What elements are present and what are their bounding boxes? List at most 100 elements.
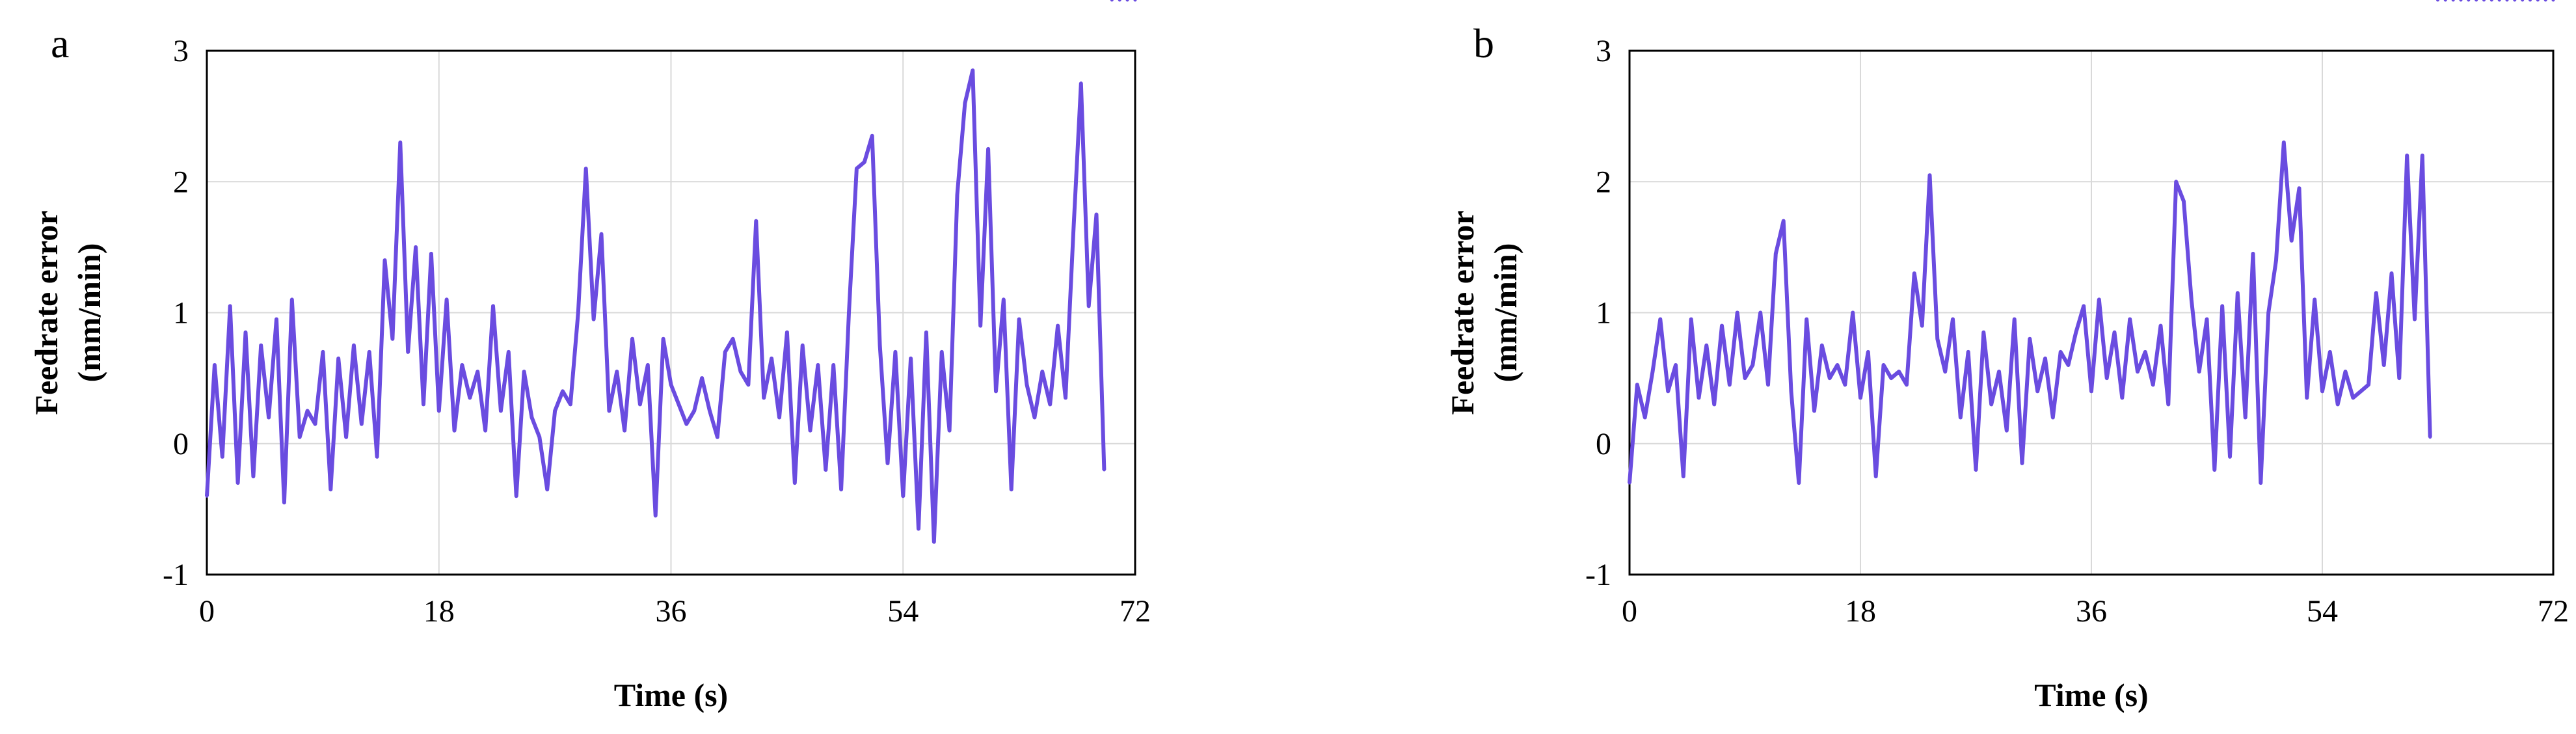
data-point	[314, 422, 317, 426]
data-point	[1989, 402, 1993, 406]
data-point	[1658, 318, 1662, 321]
data-point	[1790, 389, 1793, 393]
data-point	[2097, 297, 2101, 301]
data-point	[2344, 370, 2347, 374]
data-point	[1635, 383, 1639, 387]
data-point	[2074, 331, 2078, 334]
data-point	[545, 487, 549, 491]
data-point	[2497, 0, 2501, 2]
data-point	[1736, 311, 1739, 314]
data-point	[932, 540, 936, 544]
data-point	[1974, 468, 1978, 472]
data-point	[801, 344, 805, 347]
data-point	[994, 389, 998, 393]
data-point	[2274, 258, 2278, 262]
data-point	[1002, 297, 1006, 301]
data-point	[1851, 311, 1855, 314]
data-point	[2166, 402, 2170, 406]
data-point	[1981, 331, 1985, 334]
data-point	[437, 409, 441, 413]
data-point	[1897, 370, 1901, 374]
data-point	[739, 370, 742, 374]
data-point	[2266, 311, 2270, 314]
data-point	[1743, 376, 1747, 380]
data-point	[2082, 304, 2086, 308]
data-point	[507, 350, 511, 354]
data-point	[2067, 363, 2070, 367]
data-point	[700, 376, 704, 380]
data-point	[1032, 416, 1036, 419]
data-point	[986, 147, 990, 151]
panel-letter: a	[51, 20, 69, 66]
data-point	[623, 429, 626, 433]
y-tick-label: 2	[1596, 165, 1611, 199]
data-point	[1689, 318, 1693, 321]
data-point	[2467, 0, 2471, 2]
chart-panel-a: a 0 18 36 54 72 -1 0 1 2 3 Time (s) Feedrate error (m…	[28, 0, 1151, 713]
data-point	[2482, 0, 2486, 2]
x-tick-label: 54	[2307, 594, 2338, 629]
data-point	[522, 370, 526, 374]
data-point	[2367, 383, 2370, 387]
data-point	[306, 409, 310, 413]
data-point	[1704, 344, 1708, 347]
data-point	[1017, 318, 1021, 321]
x-tick-label: 0	[1622, 594, 1637, 629]
data-point	[2374, 291, 2378, 295]
data-point	[553, 409, 557, 413]
data-point	[1858, 396, 1862, 400]
data-point	[2212, 468, 2216, 472]
data-point	[244, 331, 247, 334]
data-point	[1674, 363, 1678, 367]
data-point	[406, 350, 410, 354]
data-point	[1805, 318, 1808, 321]
y-tick-label: 0	[1596, 427, 1611, 461]
data-point	[2035, 389, 2039, 393]
data-point	[290, 297, 294, 301]
data-point	[654, 513, 658, 517]
data-point	[282, 500, 286, 504]
data-point	[1866, 350, 1870, 354]
data-point	[2051, 416, 2055, 419]
y-axis-label: Feedrate error (mm/min)	[1444, 210, 1523, 415]
data-point	[2436, 0, 2439, 2]
data-point	[584, 167, 588, 170]
data-point	[344, 435, 348, 439]
data-point	[2475, 0, 2478, 2]
data-point	[329, 487, 332, 491]
x-tick-label: 36	[2076, 594, 2107, 629]
data-point	[2028, 337, 2032, 341]
data-point	[1095, 213, 1098, 217]
data-point	[692, 409, 696, 413]
data-point	[917, 527, 920, 531]
data-point	[1951, 318, 1955, 321]
data-point	[1928, 173, 1931, 177]
data-point	[2089, 389, 2093, 393]
data-point	[2059, 350, 2063, 354]
data-point	[2205, 318, 2208, 321]
data-point	[2328, 350, 2332, 354]
data-point	[716, 435, 719, 439]
data-point	[1102, 468, 1106, 472]
data-point	[2551, 0, 2555, 2]
data-point	[638, 402, 642, 406]
data-point	[971, 68, 974, 72]
data-point	[1828, 376, 1832, 380]
data-point	[2536, 0, 2540, 2]
data-point	[809, 429, 812, 433]
data-point	[205, 494, 209, 498]
data-point	[267, 416, 271, 419]
data-point	[2459, 0, 2463, 2]
data-point	[1697, 396, 1700, 400]
data-point	[893, 350, 897, 354]
data-point	[1125, 0, 1129, 2]
data-point	[537, 435, 541, 439]
plot-frame	[206, 49, 1136, 576]
data-point	[1758, 311, 1762, 314]
data-point	[2521, 0, 2525, 2]
data-point	[375, 455, 379, 459]
data-point	[948, 429, 952, 433]
data-point	[1912, 271, 1916, 275]
data-point	[2113, 331, 2116, 334]
panel-letter: b	[1473, 20, 1494, 66]
